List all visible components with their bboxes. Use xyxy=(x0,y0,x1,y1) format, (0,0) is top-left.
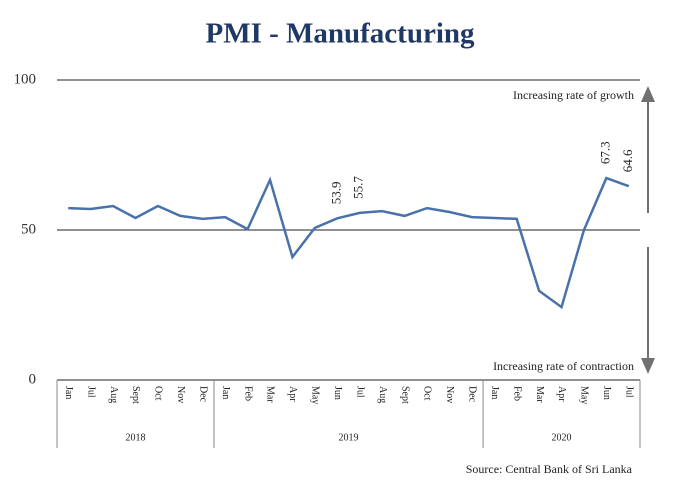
group-label: 2019 xyxy=(339,432,359,443)
annotation: Increasing rate of growth xyxy=(513,88,634,102)
x-tick-label: Dec xyxy=(197,386,208,403)
x-tick-label: Feb xyxy=(242,386,253,401)
group-label: 2020 xyxy=(552,432,572,443)
line xyxy=(68,176,630,310)
y-tick-label: 50 xyxy=(21,221,36,237)
x-tick-label: Jan xyxy=(220,386,231,399)
x-tick-label: Jun xyxy=(332,386,343,400)
x-tick-label: Aug xyxy=(377,386,388,403)
x-tick-label: Aug xyxy=(108,386,119,403)
data-label: 67.3 xyxy=(597,141,612,164)
x-tick-label: Oct xyxy=(422,386,433,401)
x-tick-label: Sept xyxy=(130,386,141,404)
x-tick-label: Jul xyxy=(85,386,96,398)
x-tick-label: Feb xyxy=(511,386,522,401)
y-tick-label: 0 xyxy=(29,371,37,387)
x-tick-label: Apr xyxy=(556,386,567,402)
x-tick-label: May xyxy=(310,386,321,404)
x-tick-label: Oct xyxy=(153,386,164,401)
y-tick-label: 100 xyxy=(14,71,37,87)
x-tick-label: May xyxy=(579,386,590,404)
x-tick-label: Jan xyxy=(63,386,74,399)
x-tick-label: Nov xyxy=(175,386,186,403)
group-label: 2018 xyxy=(125,432,145,443)
x-tick-label: Mar xyxy=(534,386,545,403)
x-tick-label: Jun xyxy=(601,386,612,400)
x-tick-label: Jan xyxy=(489,386,500,399)
arrows xyxy=(641,86,655,374)
data-label: 64.6 xyxy=(620,149,635,172)
annotation: Increasing rate of contraction xyxy=(493,359,634,373)
x-tick-label: Apr xyxy=(287,386,298,402)
data-label: 53.9 xyxy=(328,182,343,205)
source: Source: Central Bank of Sri Lanka xyxy=(466,462,633,476)
x-tick-label: Jul xyxy=(354,386,365,398)
x-tick-label: Nov xyxy=(444,386,455,403)
x-tick-label: Jul xyxy=(623,386,634,398)
x-tick-label: Dec xyxy=(467,386,478,403)
x-tick-label: Mar xyxy=(265,386,276,403)
x-tick-label: Sept xyxy=(399,386,410,404)
chart-title: PMI - Manufacturing xyxy=(205,18,475,50)
data-label: 55.7 xyxy=(351,176,366,199)
